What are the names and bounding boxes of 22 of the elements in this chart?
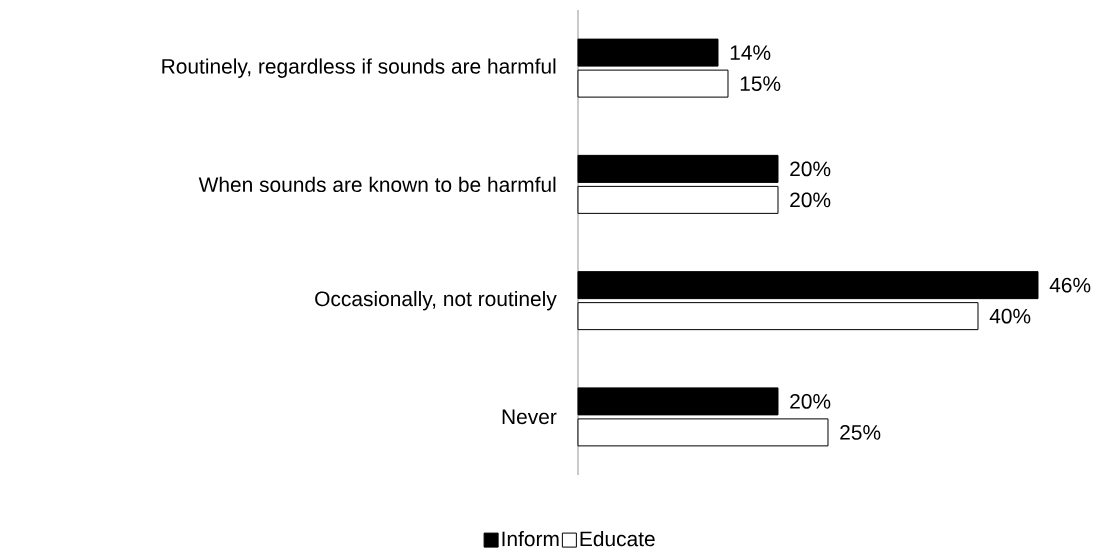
legend-label: Educate (580, 530, 655, 547)
bar (577, 69, 729, 98)
bar (577, 418, 829, 447)
data-label: 20% (790, 393, 831, 409)
bar (577, 302, 979, 331)
bar (577, 271, 1039, 300)
data-label: 40% (989, 308, 1031, 324)
y-tick-label: Never (502, 409, 557, 425)
y-tick-label: Routinely, regardless if sounds are harmful (162, 58, 556, 78)
bar (577, 38, 719, 67)
data-label: 20% (790, 192, 831, 208)
y-tick-label: Occasionally, not routinely (315, 290, 557, 311)
bar (577, 387, 779, 416)
legend-label: Inform (502, 530, 559, 547)
data-label: 46% (1049, 277, 1091, 293)
data-label: 25% (840, 424, 881, 440)
bar (577, 154, 779, 183)
y-tick-label: When sounds are known to be harmful (198, 176, 556, 193)
data-label: 15% (740, 76, 781, 91)
data-label: 14% (730, 45, 771, 60)
data-label: 20% (790, 161, 831, 177)
bar (577, 185, 779, 214)
